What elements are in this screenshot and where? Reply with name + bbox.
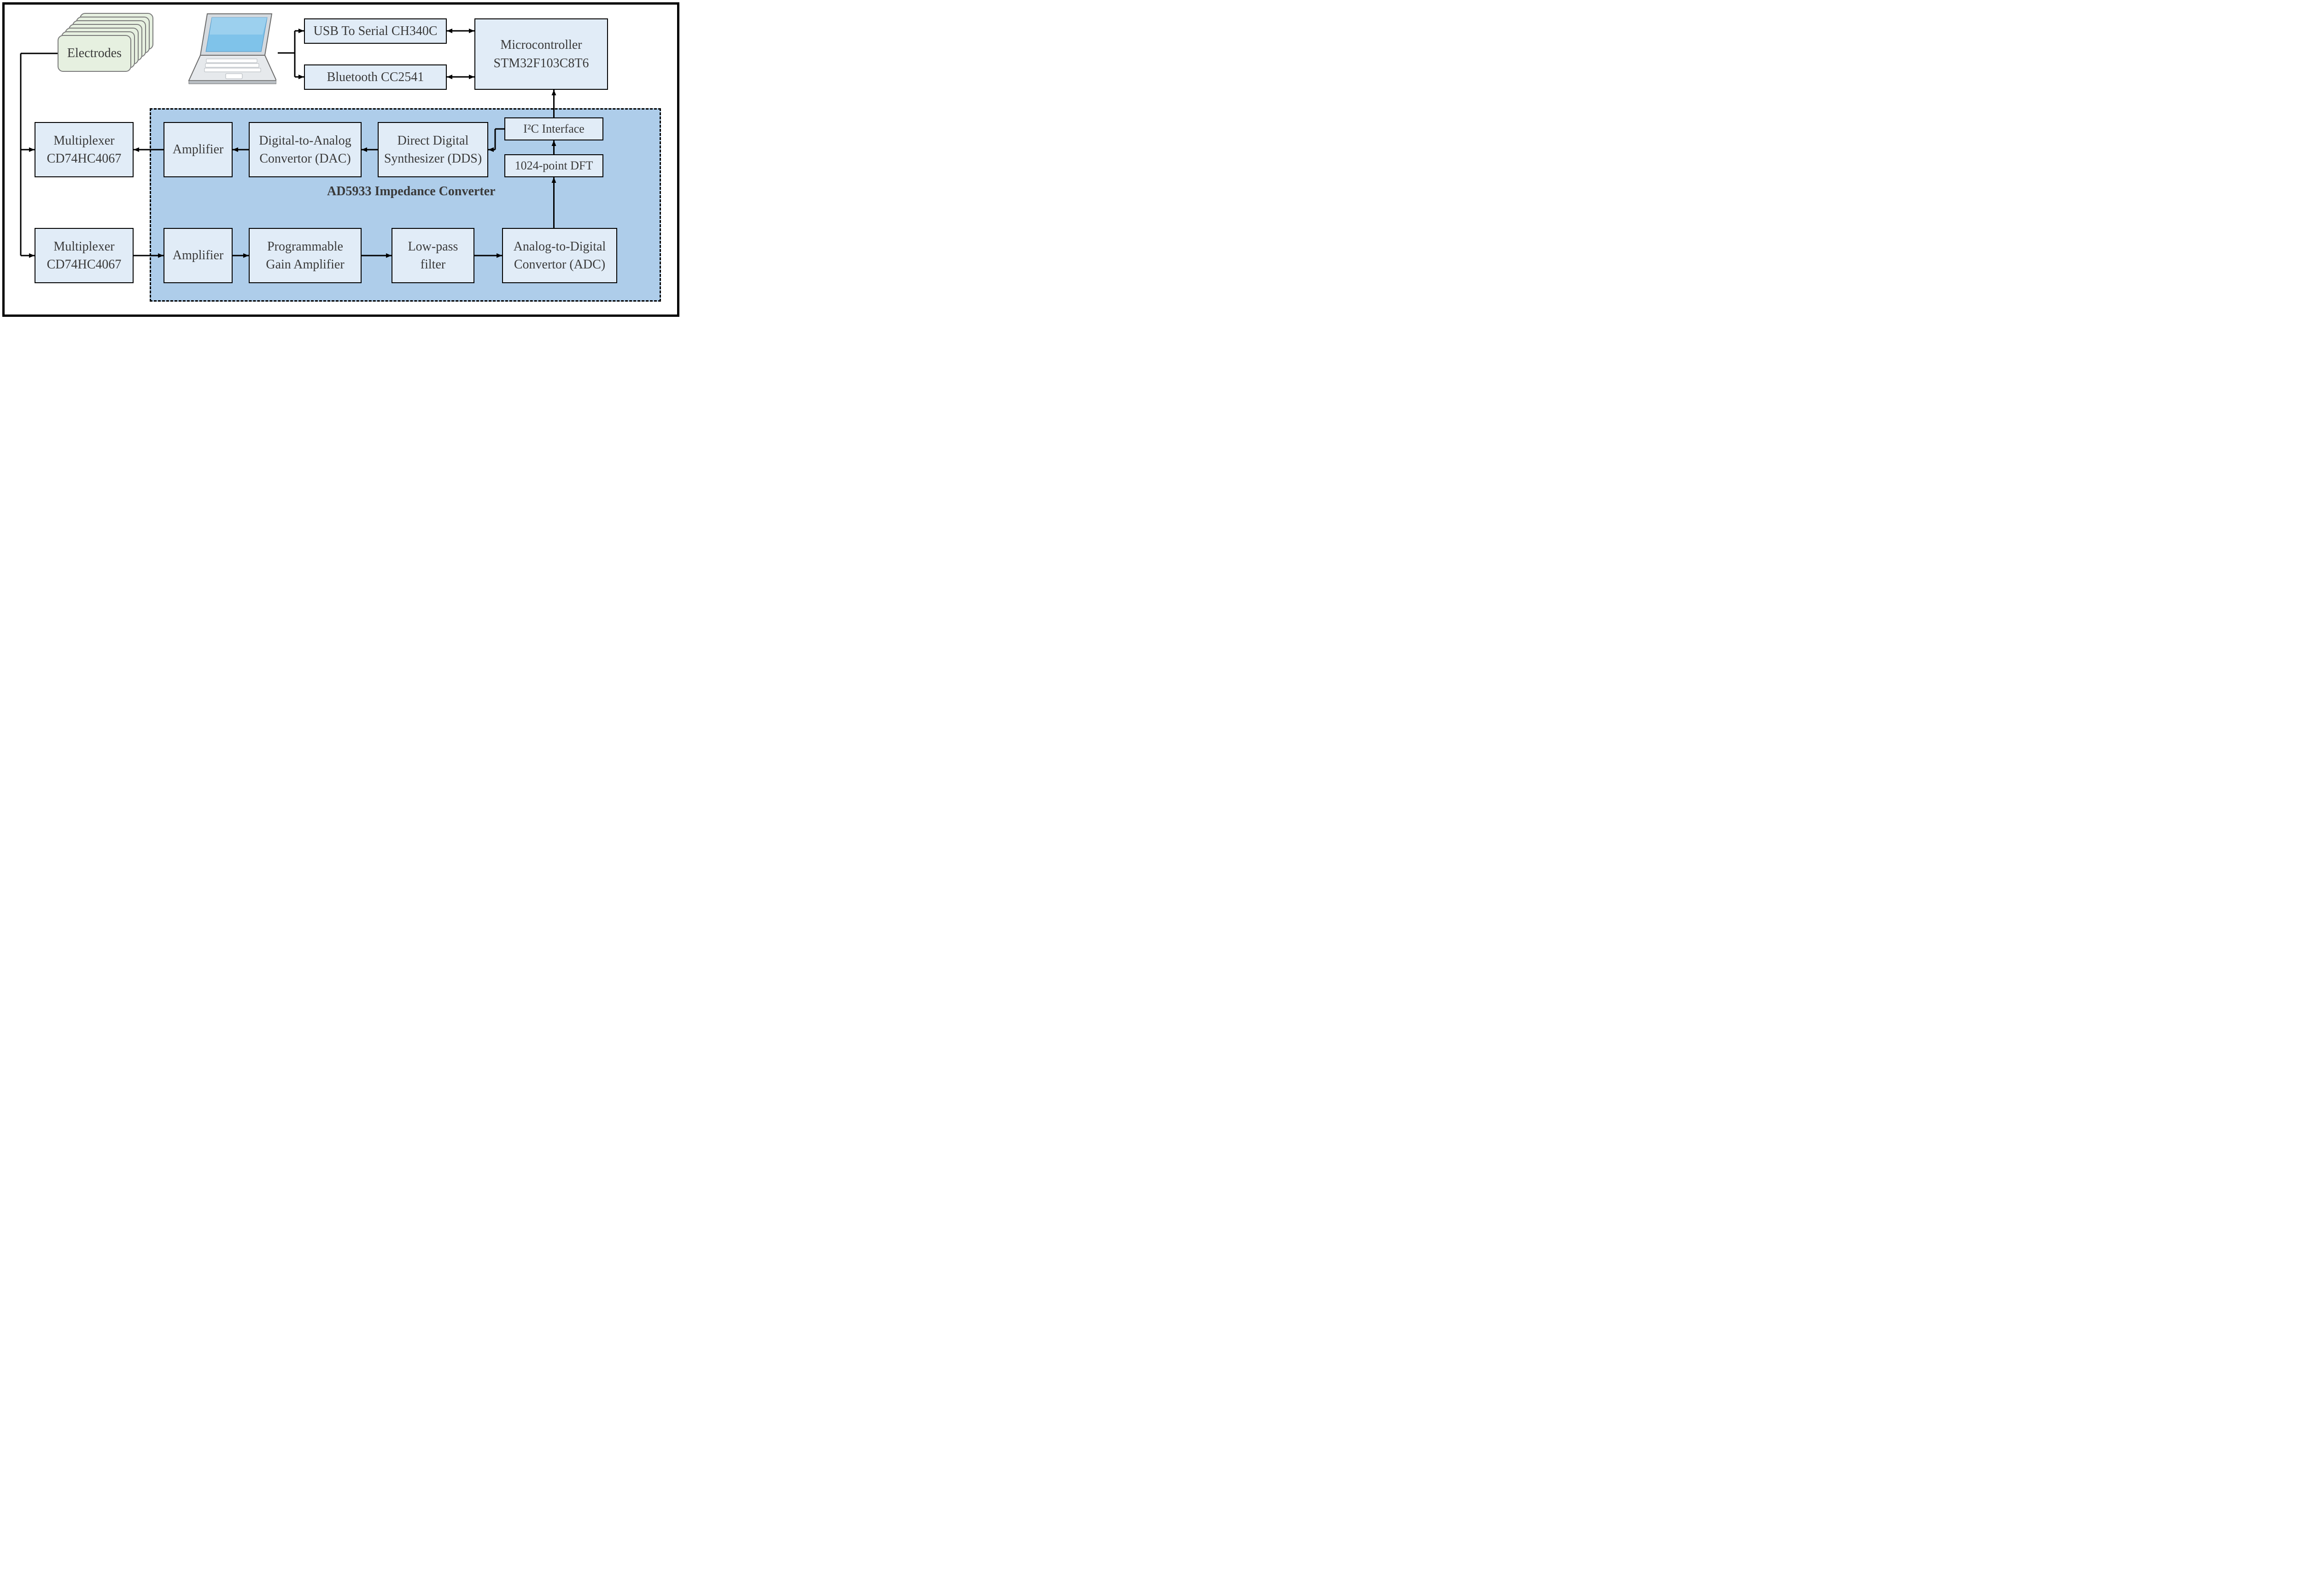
bluetooth-box: Bluetooth CC2541: [304, 64, 447, 90]
pga-text: Programmable: [267, 238, 343, 256]
mux1-text: CD74HC4067: [47, 150, 122, 168]
amplifier-2-box: Amplifier: [164, 228, 233, 283]
dft-text: 1024-point DFT: [515, 157, 593, 174]
i2c-interface-box: I²C Interface: [504, 117, 603, 140]
dac-text: Convertor (DAC): [259, 150, 351, 168]
pga-box: ProgrammableGain Amplifier: [249, 228, 362, 283]
mcu-text: STM32F103C8T6: [494, 54, 589, 72]
electrodes-stack: Electrodes: [58, 13, 145, 73]
multiplexer-1-box: MultiplexerCD74HC4067: [35, 122, 134, 177]
amp2-text: Amplifier: [173, 246, 223, 264]
mux1-text: Multiplexer: [53, 132, 114, 150]
mux2-text: CD74HC4067: [47, 256, 122, 274]
dft-box: 1024-point DFT: [504, 154, 603, 177]
adc-text: Analog-to-Digital: [514, 238, 606, 256]
pga-text: Gain Amplifier: [266, 256, 344, 274]
i2c-text: I²C Interface: [523, 121, 585, 137]
lowpass-filter-box: Low-passfilter: [392, 228, 474, 283]
bt-text: Bluetooth CC2541: [327, 68, 424, 86]
laptop-icon: [184, 9, 276, 90]
dds-text: Synthesizer (DDS): [384, 150, 482, 168]
adc-text: Convertor (ADC): [514, 256, 605, 274]
usb-text: USB To Serial CH340C: [314, 22, 438, 40]
microcontroller-box: MicrocontrollerSTM32F103C8T6: [474, 18, 608, 90]
lpf-text: filter: [421, 256, 445, 274]
dac-box: Digital-to-AnalogConvertor (DAC): [249, 122, 362, 177]
ad5933-label: AD5933 Impedance Converter: [327, 184, 496, 199]
usb-to-serial-box: USB To Serial CH340C: [304, 18, 447, 44]
amp1-text: Amplifier: [173, 140, 223, 158]
dac-text: Digital-to-Analog: [259, 132, 351, 150]
dds-text: Direct Digital: [397, 132, 469, 150]
lpf-text: Low-pass: [408, 238, 458, 256]
dds-box: Direct DigitalSynthesizer (DDS): [378, 122, 488, 177]
adc-box: Analog-to-DigitalConvertor (ADC): [502, 228, 617, 283]
mcu-text: Microcontroller: [500, 36, 582, 54]
mux2-text: Multiplexer: [53, 238, 114, 256]
amplifier-1-box: Amplifier: [164, 122, 233, 177]
multiplexer-2-box: MultiplexerCD74HC4067: [35, 228, 134, 283]
